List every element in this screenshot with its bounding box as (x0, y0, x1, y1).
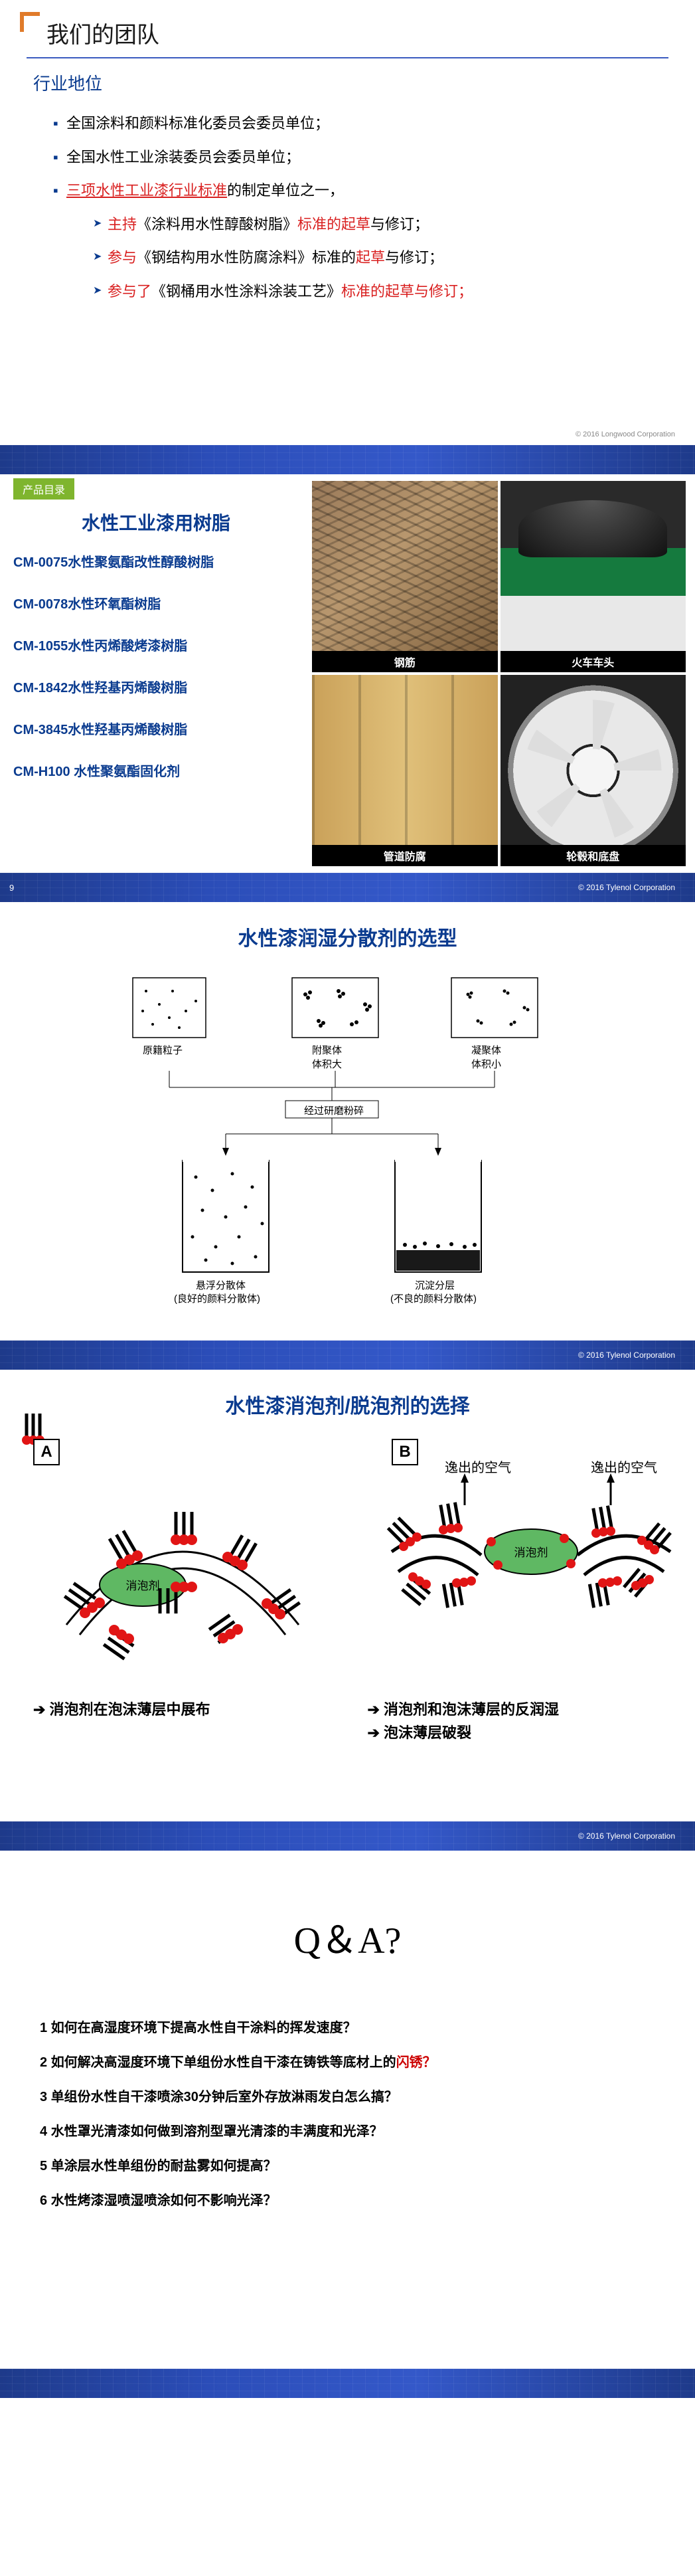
product-left-col: 产品目录 水性工业漆用树脂 CM-0075水性聚氨酯改性醇酸树脂 CM-0078… (0, 474, 312, 873)
label-good2: (良好的颜料分散体) (174, 1291, 260, 1305)
separator: © 2016 Tylenol Corporation (0, 1821, 695, 1851)
tag-b: B (392, 1439, 418, 1465)
image-rebar: 钢筋 (312, 481, 498, 672)
product-item: CM-1842水性羟基丙烯酸树脂 (13, 677, 299, 696)
slide1-title: 我们的团队 (46, 17, 668, 49)
slide4-text-row: 消泡剂在泡沫薄层中展布 消泡剂和泡沫薄层的反润湿 泡沫薄层破裂 (27, 1698, 668, 1744)
image-pipe: 管道防腐 (312, 675, 498, 866)
slide4-footer: © 2016 Tylenol Corporation (578, 1831, 675, 1841)
panel-b-svg: 逸出的空气 逸出的空气 消泡剂 (365, 1439, 677, 1678)
bullet-list: 全国涂料和颜料标准化委员会委员单位； 全国水性工业涂装委员会委员单位； 三项水性… (53, 107, 668, 208)
label-bad1: 沉淀分层 (415, 1278, 455, 1292)
slide-dispersant: 水性漆润湿分散剂的选型 (0, 902, 695, 1340)
text-b: 消泡剂和泡沫薄层的反润湿 泡沫薄层破裂 (361, 1698, 669, 1744)
question-item: 5 单涂层水性单组份的耐盐雾如何提高？ (40, 2149, 655, 2183)
product-item: CM-1055水性丙烯酸烤漆树脂 (13, 635, 299, 654)
label-agg: 附聚体 体积大 (312, 1043, 342, 1071)
agent-label-a: 消泡剂 (126, 1580, 160, 1592)
question-item: 2 如何解决高湿度环境下单组份水性自干漆在铸铁等底材上的闪锈？ (40, 2045, 655, 2080)
label-grind: 经过研磨粉碎 (304, 1103, 364, 1117)
corner-decoration (20, 12, 40, 32)
slide2-footer: © 2016 Tylenol Corporation (578, 883, 675, 892)
sub-bullet: 主持《涂料用水性醇酸树脂》标准的起草与修订； (93, 208, 668, 242)
label-flocc: 凝聚体 体积小 (471, 1043, 501, 1071)
panel-b: B 逸出的空气 逸出的空气 消泡剂 (365, 1439, 677, 1691)
separator (0, 445, 695, 474)
air-left: 逸出的空气 (445, 1460, 511, 1475)
bullet-item: 全国涂料和颜料标准化委员会委员单位； (53, 107, 668, 141)
sub-bullet: 参与《钢结构用水性防腐涂料》标准的起草与修订； (93, 241, 668, 275)
bullet3-red: 三项水性工业漆行业标准 (66, 182, 227, 199)
question-item: 6 水性烤漆湿喷湿喷涂如何不影响光泽？ (40, 2183, 655, 2218)
air-right: 逸出的空气 (591, 1460, 657, 1475)
bullet3-black: 的制定单位之一， (227, 182, 344, 199)
bullet-item: 三项水性工业漆行业标准的制定单位之一， (53, 174, 668, 208)
question-list: 1 如何在高湿度环境下提高水性自干涂料的挥发速度？ 2 如何解决高湿度环境下单组… (40, 2011, 655, 2218)
dispersant-diagram: 原籍粒子 附聚体 体积大 凝聚体 体积小 经过研磨粉碎 悬浮分散体 (良好的颜料… (40, 971, 655, 1330)
slide4-heading: 水性漆消泡剂/脱泡剂的选择 (27, 1390, 668, 1419)
diagram-svg (40, 971, 637, 1330)
sub-bullet-list: 主持《涂料用水性醇酸树脂》标准的起草与修订； 参与《钢结构用水性防腐涂料》标准的… (93, 208, 668, 309)
separator: 9 © 2016 Tylenol Corporation (0, 873, 695, 902)
panel-a-svg: 消泡剂 (27, 1439, 339, 1678)
separator (0, 2369, 695, 2398)
slide-qa: Q＆A? 1 如何在高湿度环境下提高水性自干涂料的挥发速度？ 2 如何解决高湿度… (0, 1851, 695, 2369)
sub-bullet: 参与了《钢桶用水性涂料涂装工艺》标准的起草与修订； (93, 275, 668, 309)
page-number: 9 (9, 883, 14, 893)
panel-a: A (27, 1439, 339, 1691)
product-images: 钢筋 火车车头 管道防腐 轮毂和底盘 (312, 474, 695, 873)
text-a: 消泡剂在泡沫薄层中展布 (27, 1698, 335, 1744)
slide1-subtitle: 行业地位 (33, 70, 668, 95)
separator: © 2016 Tylenol Corporation (0, 1340, 695, 1370)
question-item: 3 单组份水性自干漆喷涂30分钟后室外存放淋雨发白怎么搞？ (40, 2080, 655, 2114)
divider (27, 57, 668, 58)
product-item: CM-0078水性环氧酯树脂 (13, 593, 299, 612)
slide-defoamer: 水性漆消泡剂/脱泡剂的选择 A (0, 1370, 695, 1821)
question-item: 4 水性罩光清漆如何做到溶剂型罩光清漆的丰满度和光泽？ (40, 2114, 655, 2149)
image-train: 火车车头 (501, 481, 686, 672)
slide3-footer: © 2016 Tylenol Corporation (578, 1350, 675, 1360)
slide-team: 我们的团队 行业地位 全国涂料和颜料标准化委员会委员单位； 全国水性工业涂装委员… (0, 0, 695, 445)
slide-products: 产品目录 水性工业漆用树脂 CM-0075水性聚氨酯改性醇酸树脂 CM-0078… (0, 474, 695, 873)
image-wheel: 轮毂和底盘 (501, 675, 686, 866)
product-item: CM-3845水性羟基丙烯酸树脂 (13, 719, 299, 738)
catalog-tag: 产品目录 (13, 478, 74, 500)
slide3-heading: 水性漆润湿分散剂的选型 (40, 922, 655, 951)
question-item: 1 如何在高湿度环境下提高水性自干涂料的挥发速度？ (40, 2011, 655, 2045)
label-good1: 悬浮分散体 (196, 1278, 246, 1292)
slide2-heading: 水性工业漆用树脂 (13, 509, 299, 535)
product-item: CM-H100 水性聚氨酯固化剂 (13, 761, 299, 780)
tag-a: A (33, 1439, 60, 1465)
diagram-row: A (27, 1439, 668, 1691)
qa-title: Q＆A? (40, 1910, 655, 1964)
slide1-footer: © 2016 Longwood Corporation (576, 430, 675, 438)
product-item: CM-0075水性聚氨酯改性醇酸树脂 (13, 551, 299, 571)
label-bad2: (不良的颜料分散体) (390, 1291, 477, 1305)
bullet-item: 全国水性工业涂装委员会委员单位； (53, 141, 668, 175)
label-raw: 原籍粒子 (143, 1043, 183, 1057)
agent-label-b: 消泡剂 (514, 1546, 548, 1559)
